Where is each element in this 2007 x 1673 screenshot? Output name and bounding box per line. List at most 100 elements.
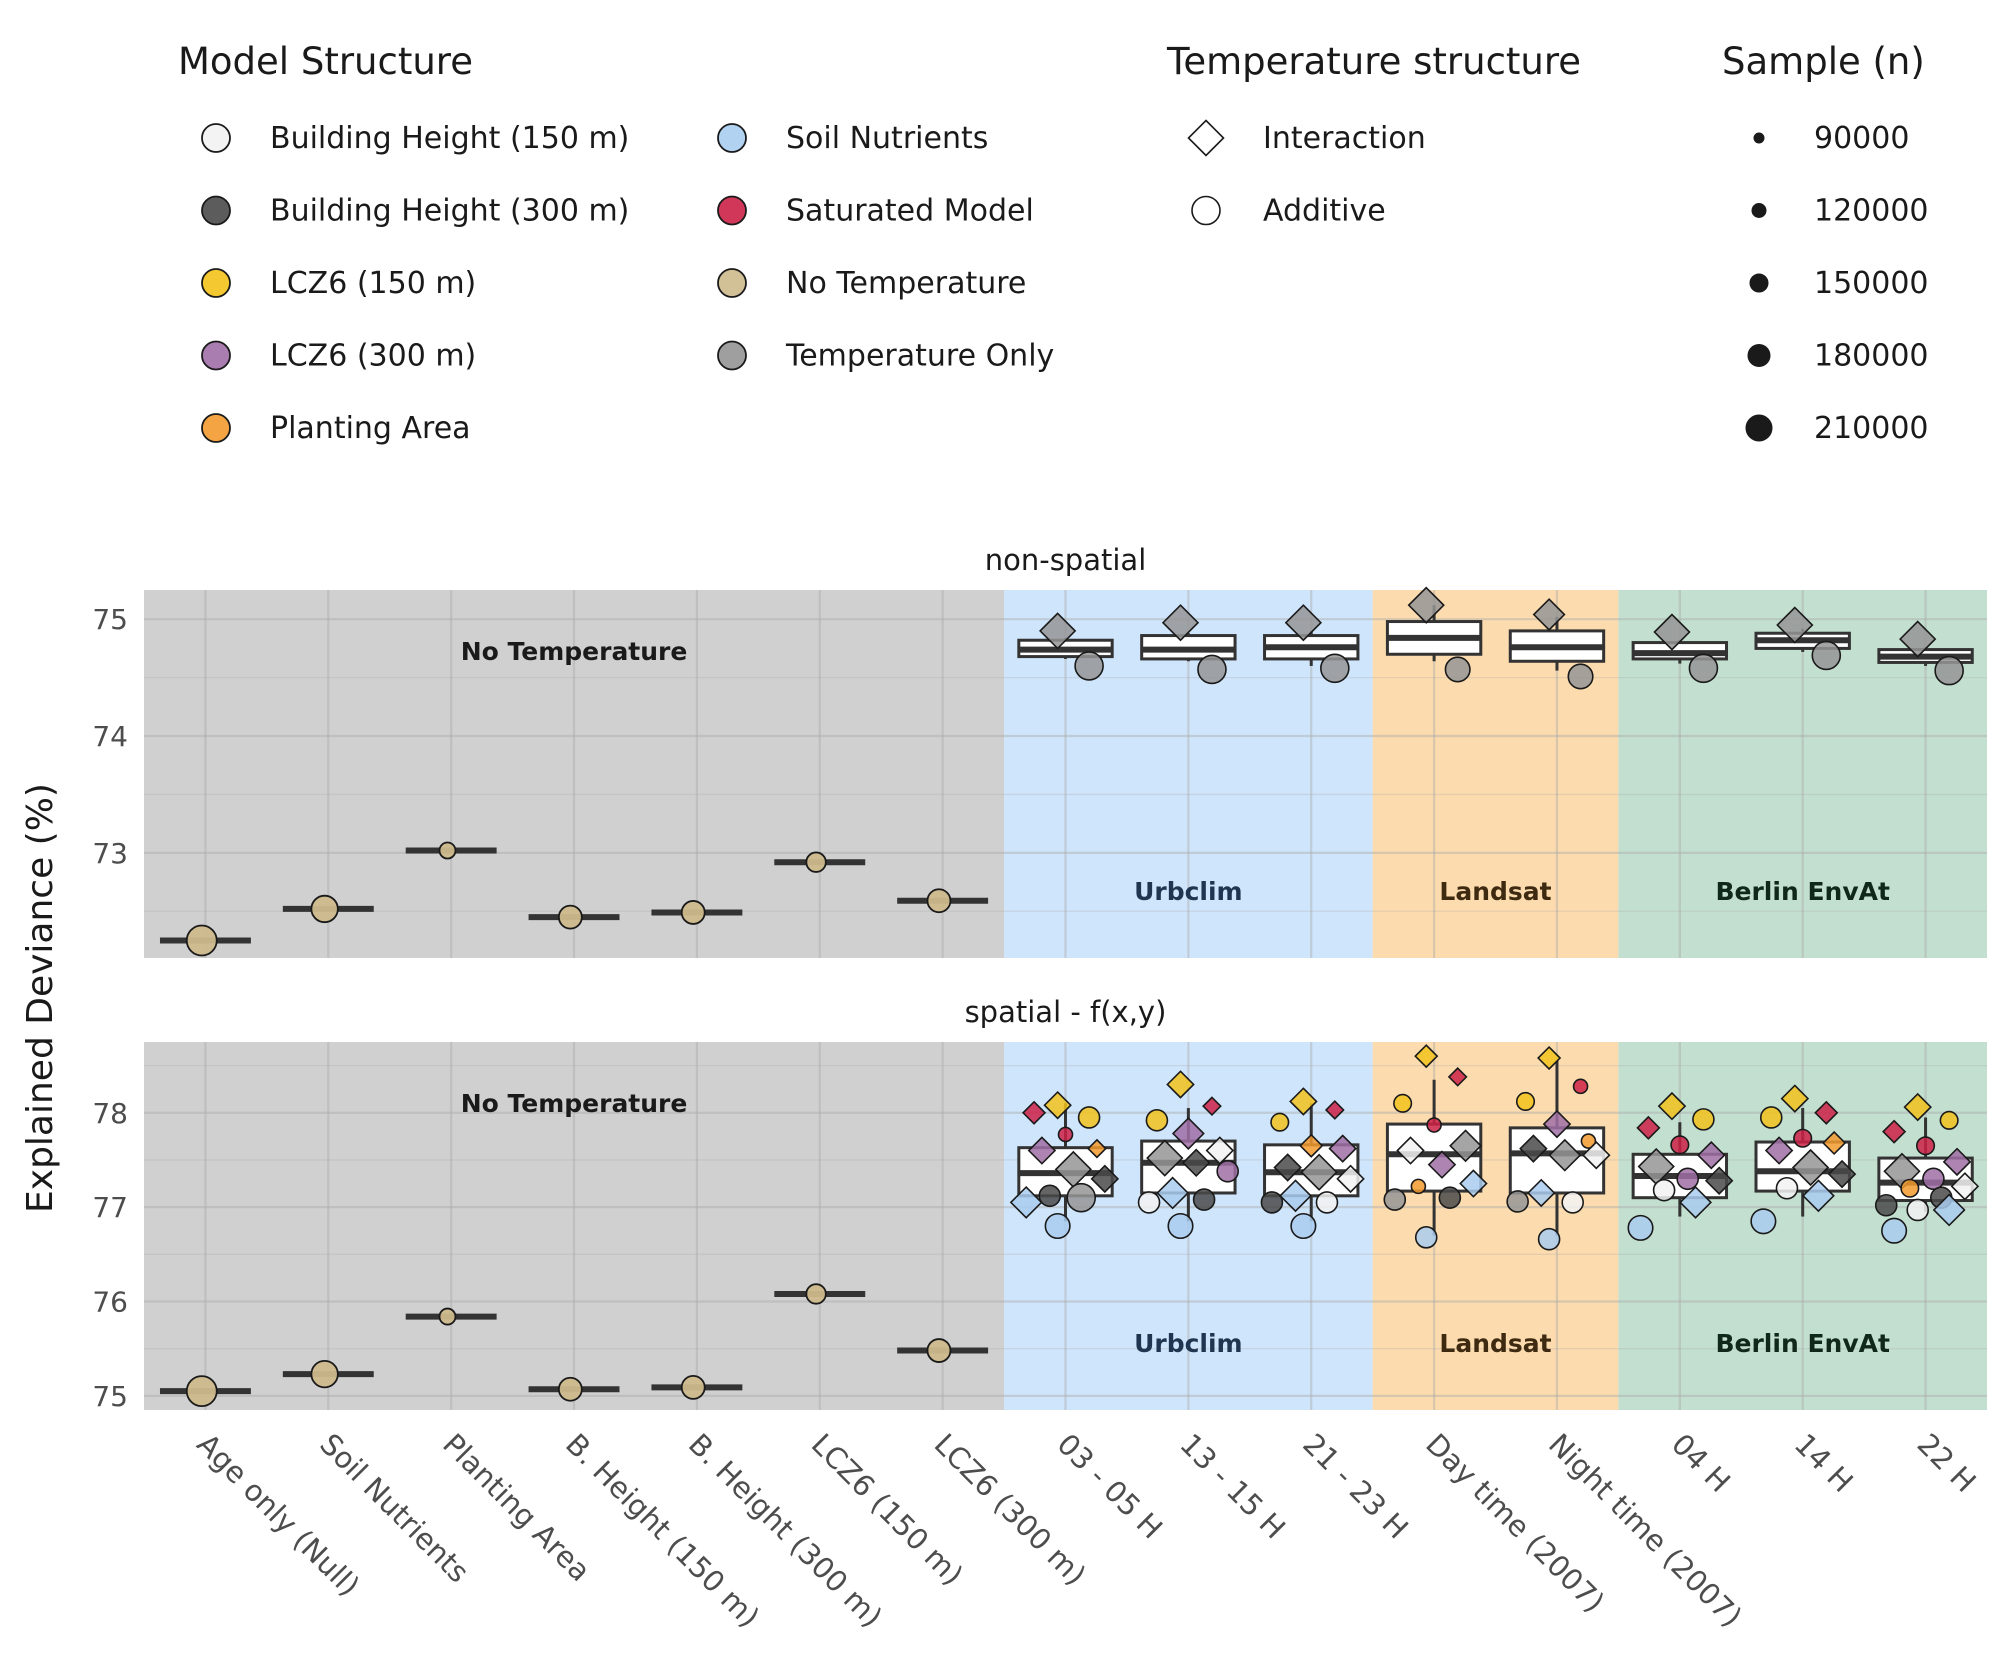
data-point-planting-area-circle <box>1410 1178 1427 1195</box>
baseline-point <box>805 851 827 873</box>
legend-label-n-210000: 210000 <box>1814 411 1929 446</box>
data-point-planting-area-circle <box>1900 1178 1920 1198</box>
y-tick-label: 76 <box>92 1285 128 1318</box>
legend-label-n-120000: 120000 <box>1814 194 1929 229</box>
legend-swatch-interaction <box>1187 119 1225 157</box>
data-point-temperature-only-diamond <box>1284 604 1323 642</box>
data-point-soil-nutrients-diamond <box>1009 1185 1043 1219</box>
panel-title: spatial - f(x,y) <box>965 995 1167 1029</box>
region-label-no-temperature: No Temperature <box>461 1089 688 1118</box>
data-point-temperature-only-circle <box>1506 1190 1529 1213</box>
data-point-lcz6-150-m-diamond <box>1903 1092 1932 1122</box>
legend-swatch-lcz6-300-m <box>201 340 231 371</box>
data-point-temperature-only-diamond <box>1161 604 1200 642</box>
data-point-temperature-only-circle <box>1320 653 1350 684</box>
data-point-building-height-300-m-diamond <box>1704 1166 1734 1195</box>
legends: Model Structure Building Height (150 m) Bu… <box>178 40 1929 446</box>
data-point-temperature-only-diamond <box>1532 598 1566 631</box>
data-point-temperature-only-diamond <box>1776 606 1814 644</box>
data-point-lcz6-150-m-circle <box>1077 1106 1101 1129</box>
data-point-temperature-only-diamond <box>1039 612 1077 650</box>
data-point-temperature-only-diamond <box>1653 613 1691 651</box>
data-point-soil-nutrients-circle <box>1537 1227 1561 1251</box>
legend-label-no-temperature: No Temperature <box>786 266 1026 301</box>
data-point-soil-nutrients-circle <box>1881 1217 1908 1244</box>
panels: non-spatial 73 74 75 No Temperature Urbclim La… <box>92 543 1987 1413</box>
data-point-saturated-model-circle <box>1793 1128 1813 1148</box>
data-point-planting-area-diamond <box>1087 1138 1107 1159</box>
data-point-building-height-300-m-diamond <box>1273 1153 1302 1182</box>
x-tick-label: 14 H <box>1788 1427 1860 1499</box>
legend-title-temperature-structure: Temperature structure <box>1166 40 1581 83</box>
data-point-lcz6-300-m-circle <box>1676 1167 1699 1191</box>
data-point-planting-area-diamond <box>1299 1133 1324 1158</box>
data-point-soil-nutrients-diamond <box>1526 1178 1556 1208</box>
data-point-planting-area-circle <box>1580 1133 1597 1149</box>
data-point-lcz6-150-m-diamond <box>1414 1044 1439 1069</box>
data-point-building-height-300-m-circle <box>1260 1191 1284 1214</box>
x-tick-label: 03 - 05 H <box>1051 1427 1170 1546</box>
baseline-point <box>557 904 583 930</box>
region-label-urbclim: Urbclim <box>1134 877 1243 906</box>
data-point-lcz6-300-m-circle <box>1922 1167 1945 1191</box>
y-tick-label: 78 <box>92 1097 128 1130</box>
baseline-point <box>438 841 457 860</box>
data-point-lcz6-300-m-diamond <box>1027 1136 1057 1165</box>
x-tick-label: 04 H <box>1665 1427 1737 1499</box>
data-point-saturated-model-circle <box>1057 1126 1074 1143</box>
y-axis-label: Explained Deviance (%) <box>20 783 61 1213</box>
baseline-point <box>185 924 218 957</box>
data-point-lcz6-150-m-diamond <box>1537 1045 1562 1071</box>
y-tick-label: 75 <box>92 1380 128 1413</box>
data-point-saturated-model-circle <box>1670 1135 1690 1155</box>
legend-swatch-no-temperature <box>717 268 747 298</box>
data-point-lcz6-300-m-diamond <box>1542 1109 1572 1139</box>
data-point-building-height-300-m-circle <box>1874 1193 1898 1217</box>
legend-label-n-90000: 90000 <box>1814 121 1909 156</box>
data-point-lcz6-300-m-diamond <box>1697 1140 1726 1170</box>
data-point-building-height-150-m-diamond <box>1950 1172 1980 1201</box>
data-point-building-height-300-m-diamond <box>1181 1148 1211 1178</box>
data-point-temperature-only-circle <box>1444 656 1471 683</box>
data-point-soil-nutrients-circle <box>1627 1214 1654 1241</box>
legend-size-90000 <box>1753 132 1765 144</box>
x-tick-label: 21 - 23 H <box>1296 1427 1415 1546</box>
legend-label-interaction: Interaction <box>1263 121 1426 156</box>
data-point-soil-nutrients-circle <box>1167 1212 1194 1240</box>
data-point-building-height-300-m-diamond <box>1827 1159 1857 1189</box>
data-point-saturated-model-diamond <box>1021 1100 1047 1125</box>
x-tick-label: 13 - 15 H <box>1173 1427 1292 1546</box>
data-point-saturated-model-circle <box>1916 1136 1936 1156</box>
data-point-temperature-only-diamond <box>1791 1148 1830 1187</box>
legend-label-soil-nutrients: Soil Nutrients <box>786 121 988 156</box>
data-point-lcz6-150-m-diamond <box>1166 1070 1195 1099</box>
data-point-building-height-300-m-diamond <box>1519 1134 1548 1163</box>
data-point-soil-nutrients-diamond <box>1459 1169 1488 1198</box>
data-point-saturated-model-diamond <box>1814 1100 1839 1125</box>
data-point-lcz6-150-m-circle <box>1270 1112 1290 1132</box>
data-point-lcz6-150-m-diamond <box>1043 1090 1072 1120</box>
panel-title: non-spatial <box>985 543 1147 577</box>
data-point-building-height-150-m-circle <box>1906 1198 1930 1222</box>
panel-non-spatial: non-spatial 73 74 75 No Temperature Urbclim La… <box>92 543 1987 958</box>
data-point-temperature-only-circle <box>1066 1182 1097 1213</box>
legend-size-150000 <box>1749 273 1769 293</box>
legend-label-building-height-300-m: Building Height (300 m) <box>270 194 629 229</box>
data-point-temperature-only-circle <box>1934 655 1964 686</box>
baseline-point <box>926 888 952 914</box>
data-point-building-height-150-m-circle <box>1775 1176 1799 1200</box>
data-point-lcz6-300-m-diamond <box>1764 1136 1794 1165</box>
data-point-saturated-model-circle <box>1426 1117 1442 1133</box>
data-point-building-height-150-m-circle <box>1315 1191 1339 1214</box>
legend-size-180000 <box>1747 344 1771 367</box>
data-point-saturated-model-diamond <box>1447 1067 1468 1087</box>
data-point-lcz6-150-m-circle <box>1692 1108 1715 1131</box>
data-point-lcz6-150-m-diamond <box>1657 1091 1687 1121</box>
data-point-lcz6-150-m-circle <box>1759 1106 1783 1129</box>
y-tick-label: 74 <box>92 720 128 753</box>
data-point-lcz6-150-m-circle <box>1939 1110 1959 1130</box>
baseline-point <box>310 1359 339 1389</box>
legend-swatch-soil-nutrients <box>717 123 747 153</box>
data-point-soil-nutrients-diamond <box>1279 1179 1312 1213</box>
legend-label-lcz6-150-m: LCZ6 (150 m) <box>270 266 476 301</box>
